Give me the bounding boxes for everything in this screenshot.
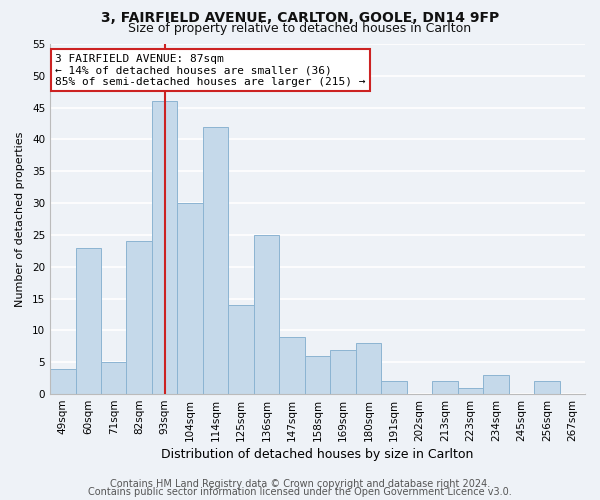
Text: Size of property relative to detached houses in Carlton: Size of property relative to detached ho… — [128, 22, 472, 35]
Bar — [458, 388, 483, 394]
Bar — [381, 382, 407, 394]
Bar — [203, 126, 229, 394]
Bar — [432, 382, 458, 394]
Text: Contains public sector information licensed under the Open Government Licence v3: Contains public sector information licen… — [88, 487, 512, 497]
Bar — [229, 305, 254, 394]
Bar — [330, 350, 356, 394]
Bar — [483, 375, 509, 394]
Bar — [280, 337, 305, 394]
Text: 3 FAIRFIELD AVENUE: 87sqm
← 14% of detached houses are smaller (36)
85% of semi-: 3 FAIRFIELD AVENUE: 87sqm ← 14% of detac… — [55, 54, 365, 86]
Text: Contains HM Land Registry data © Crown copyright and database right 2024.: Contains HM Land Registry data © Crown c… — [110, 479, 490, 489]
Bar — [356, 343, 381, 394]
Bar — [101, 362, 127, 394]
Text: 3, FAIRFIELD AVENUE, CARLTON, GOOLE, DN14 9FP: 3, FAIRFIELD AVENUE, CARLTON, GOOLE, DN1… — [101, 11, 499, 25]
X-axis label: Distribution of detached houses by size in Carlton: Distribution of detached houses by size … — [161, 448, 474, 461]
Y-axis label: Number of detached properties: Number of detached properties — [15, 132, 25, 306]
Bar — [305, 356, 330, 394]
Bar — [534, 382, 560, 394]
Bar — [152, 102, 178, 394]
Bar — [50, 368, 76, 394]
Bar — [178, 203, 203, 394]
Bar — [76, 248, 101, 394]
Bar — [254, 235, 280, 394]
Bar — [127, 242, 152, 394]
